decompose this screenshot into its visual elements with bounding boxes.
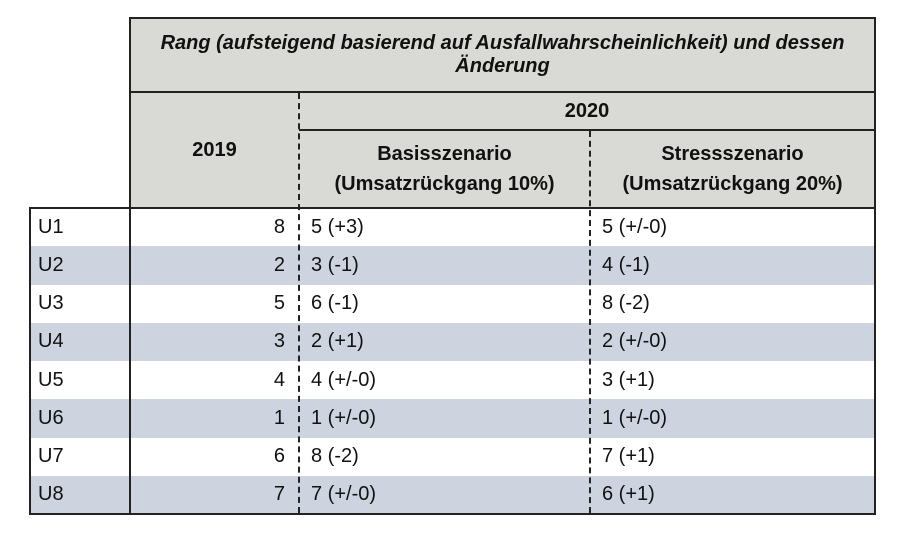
border (874, 17, 876, 515)
rank-2019: 6 (273, 445, 285, 468)
border (30, 513, 876, 515)
rank-basis: 6 (-1) (311, 292, 359, 315)
rank-2019: 2 (130, 246, 299, 285)
rank-2019: 3 (130, 322, 299, 361)
border (299, 129, 876, 131)
year-header: 2019 (130, 92, 299, 208)
rank-stress: 2 (+/-0) (590, 322, 875, 361)
row-label: U2 (30, 246, 130, 285)
row-label: U1 (38, 215, 64, 238)
row-label: U8 (30, 475, 130, 514)
scenario-header: Stressszenario (Umsatzrückgang 20%) (590, 130, 875, 208)
row-label: U5 (38, 368, 64, 391)
border (29, 207, 31, 515)
border (129, 17, 131, 515)
rank-2019: 7 (130, 475, 299, 514)
border (130, 91, 876, 93)
row-label: U7 (38, 445, 64, 468)
rank-basis: 4 (+/-0) (311, 368, 377, 391)
rank-2019: 5 (273, 292, 285, 315)
row-label: U3 (38, 292, 64, 315)
border (30, 207, 876, 209)
rank-basis: 1 (+/-0) (299, 399, 590, 438)
scenario-header: Basisszenario (Umsatzrückgang 10%) (299, 130, 590, 208)
year-header: 2020 (299, 92, 875, 130)
border (130, 17, 876, 19)
divider (589, 131, 591, 513)
rank-stress: 1 (+/-0) (590, 399, 875, 438)
rank-2019: 1 (130, 399, 299, 438)
rank-basis: 5 (+3) (311, 215, 364, 238)
rank-stress: 8 (-2) (602, 292, 650, 315)
rank-stress: 4 (-1) (590, 246, 875, 285)
rank-stress: 6 (+1) (590, 475, 875, 514)
rank-stress: 5 (+/-0) (602, 215, 668, 238)
rank-stress: 7 (+1) (602, 445, 655, 468)
divider (298, 93, 300, 513)
rank-basis: 8 (-2) (311, 445, 359, 468)
row-label: U4 (30, 322, 130, 361)
rank-basis: 7 (+/-0) (299, 475, 590, 514)
rank-basis: 2 (+1) (299, 322, 590, 361)
rank-2019: 8 (273, 215, 285, 238)
rank-stress: 3 (+1) (602, 368, 655, 391)
rank-2019: 4 (273, 368, 285, 391)
rank-basis: 3 (-1) (299, 246, 590, 285)
row-label: U6 (30, 399, 130, 438)
table-title: Rang (aufsteigend basierend auf Ausfallw… (130, 18, 875, 92)
